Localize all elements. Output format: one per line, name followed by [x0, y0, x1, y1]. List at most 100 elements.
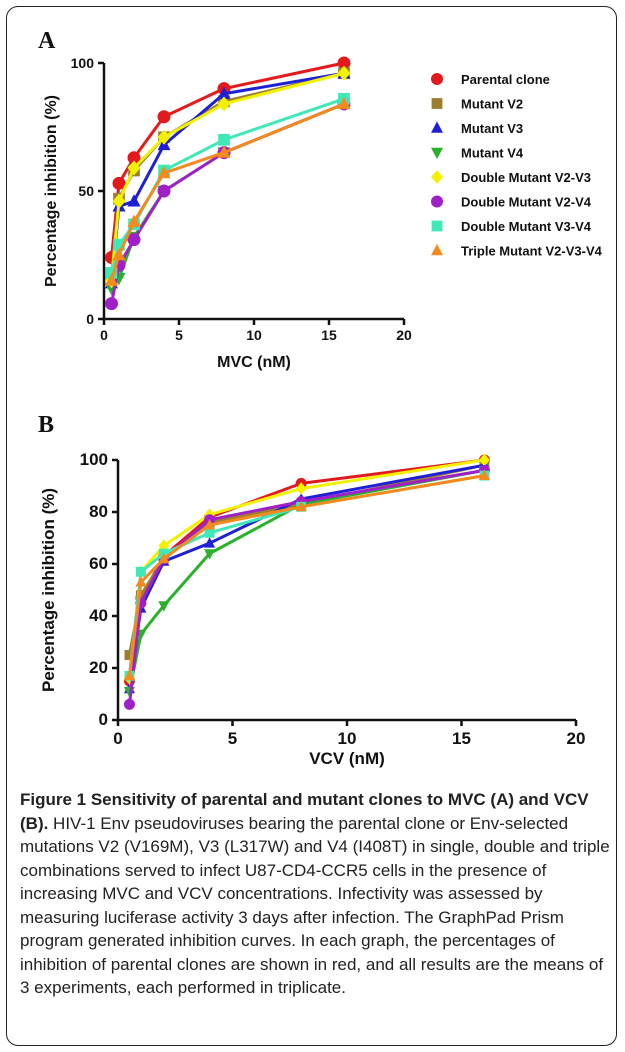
panel-b-series-3-line	[127, 463, 485, 690]
panel-a-series-1-point	[337, 56, 351, 70]
panel-a-series-5-point	[112, 193, 126, 209]
panel-b-series-1	[123, 454, 490, 687]
panel-a-series-6-point	[105, 297, 118, 311]
figure-frame	[6, 6, 617, 1046]
panel-a-legend-marker-6	[431, 195, 443, 208]
panel-a-series-4-line	[110, 102, 345, 290]
panel-a-series-6	[105, 97, 351, 311]
panel-a-legend-marker-4	[431, 147, 443, 160]
x-tick-label: 5	[228, 729, 237, 748]
panel-b-letter: B	[38, 412, 54, 438]
panel-a-series-8-point	[337, 96, 351, 110]
y-tick-label: 0	[86, 311, 94, 327]
panel-b-series-5	[123, 453, 490, 685]
panel-b-series-8-point	[123, 669, 135, 681]
panel-a-series-1-point	[157, 110, 171, 124]
panel-a-legend-label-2: Mutant V2	[461, 97, 523, 112]
panel-a-series-5-line	[110, 71, 345, 281]
panel-a-letter: A	[38, 28, 56, 54]
panel-a-legend-marker-5	[431, 170, 443, 184]
panel-a-legend-marker-1	[431, 73, 443, 85]
panel-a-series-8-point	[105, 273, 118, 286]
panel-a-series-2	[105, 67, 350, 282]
panel-a-legend-label-7: Double Mutant V3-V4	[461, 219, 592, 234]
panel-a-series-7-line	[110, 97, 345, 274]
panel-a-series-5-point	[337, 65, 351, 81]
panel-b-series-4-line	[127, 468, 485, 692]
y-axis-title: Percentage inhibition (%)	[39, 488, 58, 692]
x-tick-label: 0	[113, 729, 122, 748]
panel-a-series-8-point	[112, 247, 126, 261]
panel-a-series-5	[105, 65, 351, 289]
panel-a-series-5-point	[157, 129, 171, 145]
y-tick-label: 0	[99, 710, 108, 729]
y-tick-label: 80	[89, 502, 108, 521]
y-tick-label: 60	[89, 554, 108, 573]
x-tick-label: 15	[321, 327, 337, 343]
y-tick-label: 100	[71, 55, 95, 71]
panel-b-series-3-point	[204, 537, 216, 548]
panel-a-series-8-line	[110, 102, 345, 282]
panel-a-legend-label-1: Parental clone	[461, 72, 550, 87]
panel-b-series-8	[123, 469, 490, 681]
panel-a-series-1-point	[127, 151, 141, 165]
x-tick-label: 20	[396, 327, 412, 343]
panel-a-legend-marker-7	[431, 220, 443, 232]
panel-a-series-4	[105, 98, 351, 296]
panel-a-series-1-point	[112, 176, 126, 190]
x-tick-label: 20	[567, 729, 586, 748]
panel-a-legend-label-6: Double Mutant V2-V4	[461, 195, 592, 210]
panel-a-series-8-point	[127, 214, 141, 227]
panel-a-series-5-point	[217, 96, 231, 112]
panel-b-series-5-point	[478, 453, 490, 467]
panel-b-series-8-line	[127, 474, 485, 676]
x-tick-label: 10	[338, 729, 357, 748]
x-tick-label: 5	[175, 327, 183, 343]
panel-a-legend-marker-2	[431, 98, 443, 109]
panel-a-legend-marker-3	[431, 121, 443, 133]
panel-b-series-2-point	[124, 650, 135, 660]
panel-a-series-7-point	[113, 238, 125, 251]
x-axis-title: MVC (nM)	[217, 354, 291, 371]
panel-b-series-8-point	[158, 552, 170, 564]
y-tick-label: 100	[80, 450, 108, 469]
panel-b-series-7-point	[135, 566, 146, 577]
panel-b-series-8-point	[478, 469, 490, 480]
panel-a-series-6-point	[127, 233, 141, 247]
panel-a-series-3-point	[217, 86, 231, 99]
panel-b-series-8-point	[204, 518, 216, 530]
panel-a-series-8	[105, 96, 351, 286]
panel-b-series-2-point	[135, 590, 146, 601]
y-tick-label: 20	[89, 658, 108, 677]
x-tick-label: 0	[100, 327, 108, 343]
x-axis-title: VCV (nM)	[309, 749, 385, 768]
panel-a-series-7-point	[105, 267, 118, 279]
panel-b-series-5-point	[295, 482, 307, 495]
panel-b-series-6-point	[123, 698, 135, 710]
panel-b-series-5-point	[158, 539, 170, 553]
panel-a-series-6-point	[157, 184, 171, 198]
panel-b-series-3	[123, 459, 490, 694]
panel-b-series-4-point	[158, 601, 170, 612]
y-tick-label: 50	[78, 183, 94, 199]
caption-body: HIV-1 Env pseudoviruses bearing the pare…	[20, 813, 610, 998]
panel-a-legend-marker-8	[431, 243, 443, 256]
panel-a-series-5-point	[127, 160, 141, 176]
panel-a-series-7-point	[218, 133, 230, 146]
panel-a-series-3-point	[127, 194, 141, 207]
panel-a-chart: 0 5 10 15 20 0 50 100 MVC (nM) Percentage inhibit…	[43, 55, 603, 371]
panel-b-series-2	[124, 460, 490, 660]
panel-a-legend-label-3: Mutant V3	[461, 121, 523, 136]
x-tick-label: 15	[452, 729, 471, 748]
panel-b-series-1-line	[127, 458, 485, 682]
panel-a-legend-label-4: Mutant V4	[461, 146, 524, 161]
x-tick-label: 10	[246, 327, 262, 343]
panel-b-chart: 0 5 10 15 20 0 20 40 60 80 100 VCV (nM) Percentage i…	[39, 450, 585, 768]
panel-a-series-8-point	[157, 165, 171, 179]
panel-a-series-8-point	[217, 145, 231, 158]
panel-b-series-2-line	[127, 463, 485, 656]
panel-b-series-6-line	[127, 468, 485, 705]
panel-b-series-5-line	[127, 458, 485, 679]
panel-b-series-8-point	[135, 576, 147, 587]
y-axis-title: Percentage inhibition (%)	[43, 95, 60, 287]
